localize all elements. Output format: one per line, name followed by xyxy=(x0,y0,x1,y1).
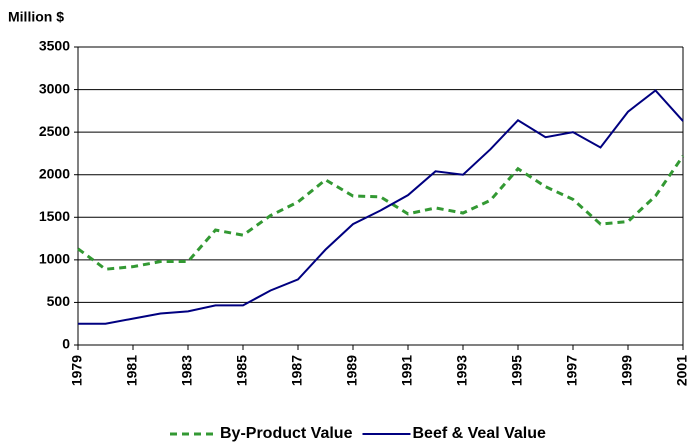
legend-label: Beef & Veal Value xyxy=(412,425,546,442)
x-tick-label: 1989 xyxy=(344,355,360,386)
x-tick-label: 2001 xyxy=(674,355,690,386)
y-tick-label: 1500 xyxy=(39,208,70,224)
y-tick-label: 500 xyxy=(47,293,71,309)
y-tick-label: 2000 xyxy=(39,165,70,181)
line-series xyxy=(78,89,684,325)
legend-label: By-Product Value xyxy=(220,425,353,442)
x-tick-label: 1995 xyxy=(509,355,525,386)
y-tick-label: 0 xyxy=(62,336,70,352)
line-series xyxy=(77,155,685,271)
x-tick-label: 1997 xyxy=(564,355,580,386)
y-tick-label: 1000 xyxy=(39,251,70,267)
y-tick-label: 3000 xyxy=(39,80,70,96)
x-tick-label: 1999 xyxy=(619,355,635,386)
x-tick-label: 1993 xyxy=(454,355,470,386)
x-tick-label: 1983 xyxy=(179,355,195,386)
y-tick-label: 2500 xyxy=(39,123,70,139)
y-tick-label: 3500 xyxy=(39,38,70,54)
x-tick-label: 1987 xyxy=(289,355,305,386)
x-tick-label: 1985 xyxy=(234,355,250,386)
y-axis-label: Million $ xyxy=(8,9,64,25)
x-tick-label: 1991 xyxy=(399,355,415,386)
x-tick-label: 1981 xyxy=(124,355,140,386)
x-tick-label: 1979 xyxy=(69,355,85,386)
